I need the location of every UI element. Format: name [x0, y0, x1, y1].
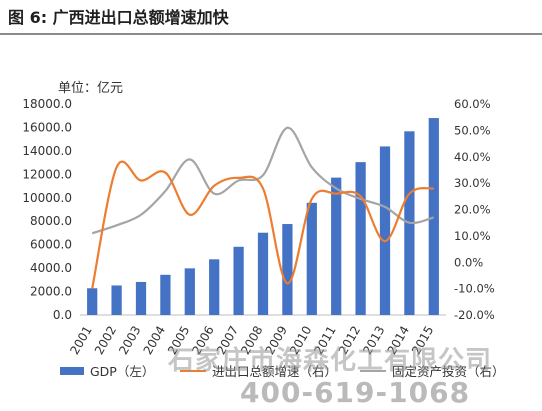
y-right-tick-label: -20.0% — [454, 308, 495, 322]
x-tick-label: 2003 — [116, 324, 143, 357]
tick-labels-layer: 0.0 2000.0 4000.0 6000.0 8000.0 10000.0 12000.… — [22, 97, 494, 357]
series-line-fixed-investment — [91, 126, 435, 235]
bar — [379, 146, 391, 315]
y-right-tick-label: 10.0% — [454, 229, 491, 243]
y-left-tick-label: 12000.0 — [22, 167, 72, 181]
y-left-tick-label: 8000.0 — [30, 214, 72, 228]
legend-label-gdp: GDP（左） — [90, 364, 155, 379]
bar — [87, 288, 98, 315]
bar — [306, 202, 317, 315]
y-left-tick-label: 16000.0 — [22, 120, 72, 134]
y-left-tick-label: 4000.0 — [30, 261, 72, 275]
bar — [331, 177, 342, 315]
legend-item-trade-growth: 进出口总额增速（右） — [180, 361, 337, 380]
title-divider — [0, 33, 542, 35]
y-left-tick-label: 14000.0 — [22, 144, 72, 158]
y-right-tick-label: 20.0% — [454, 203, 491, 217]
y-left-tick-label: 2000.0 — [30, 285, 72, 299]
figure-title: 图 6: 广西进出口总额增速加快 — [8, 8, 229, 27]
bar — [233, 246, 244, 315]
y-left-tick-label: 18000.0 — [22, 97, 72, 111]
watermark-company: 石家庄市海森化工有限公司 — [168, 346, 493, 376]
bar — [355, 162, 366, 315]
y-left-tick-label: 10000.0 — [22, 191, 72, 205]
y-left-tick-label: 6000.0 — [30, 238, 72, 252]
bar — [209, 259, 220, 315]
bar — [282, 224, 293, 315]
bar — [135, 281, 147, 315]
y-right-tick-label: -10.0% — [454, 282, 495, 296]
bar — [428, 118, 439, 315]
y-right-tick-label: 60.0% — [454, 97, 491, 111]
y-right-tick-label: 40.0% — [454, 150, 491, 164]
legend-swatch-fixed-investment — [360, 369, 386, 372]
legend-item-gdp: GDP（左） — [60, 361, 154, 380]
y-left-tick-label: 0.0 — [53, 308, 72, 322]
y-right-tick-label: 50.0% — [454, 123, 491, 137]
x-tick-label: 2002 — [92, 324, 119, 357]
unit-label: 单位：亿元 — [58, 81, 124, 96]
bar — [257, 232, 269, 315]
legend-swatch-gdp — [60, 366, 84, 375]
bar — [111, 285, 122, 315]
bar — [160, 274, 171, 315]
watermark-phone: 400-619-1068 — [240, 376, 471, 409]
legend-label-fixed-investment: 固定资产投资（右） — [392, 364, 505, 379]
legend-label-trade-growth: 进出口总额增速（右） — [212, 364, 338, 379]
y-right-tick-label: 0.0% — [454, 255, 483, 269]
bar — [184, 268, 195, 315]
series-line-trade-growth — [91, 160, 435, 289]
y-right-tick-label: 30.0% — [454, 176, 491, 190]
legend-swatch-trade-growth — [180, 369, 206, 372]
x-tick-label: 2004 — [141, 324, 168, 357]
lines-layer — [91, 126, 435, 289]
x-tick-label: 2001 — [67, 324, 94, 357]
legend-item-fixed-investment: 固定资产投资（右） — [360, 361, 505, 380]
